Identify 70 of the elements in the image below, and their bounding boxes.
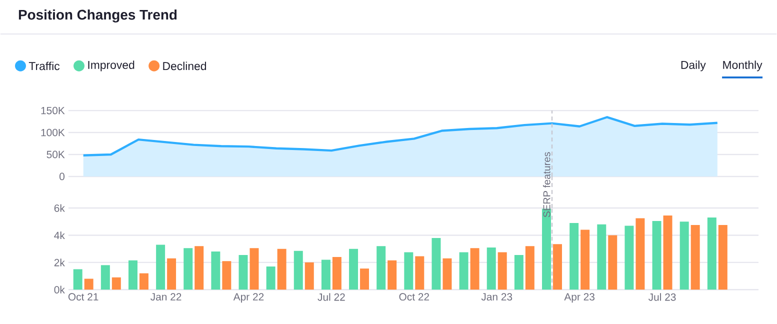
- bar: [525, 246, 534, 290]
- bar: [360, 268, 370, 290]
- bar: [486, 248, 496, 290]
- bar: [222, 261, 232, 290]
- bar: [250, 248, 259, 290]
- bar: [459, 252, 468, 290]
- y-tick-label: 50K: [46, 151, 65, 158]
- bar: [432, 238, 441, 290]
- bar: [294, 251, 303, 290]
- bar: [707, 218, 716, 290]
- bar: [570, 223, 579, 290]
- bar: [470, 248, 480, 290]
- bar: [156, 244, 166, 290]
- bar: [624, 226, 634, 290]
- bar: [112, 278, 121, 290]
- bar: [139, 274, 148, 290]
- y-tick-label: 100K: [41, 129, 65, 136]
- bar: [73, 269, 82, 290]
- text: Daily: [681, 60, 706, 72]
- y-tick-label: 4k: [54, 232, 65, 240]
- y-tick-label: 150K: [41, 107, 65, 114]
- bar: [652, 221, 662, 290]
- bar: [321, 260, 330, 290]
- bar: [580, 230, 590, 290]
- x-tick-label: Oct 21: [68, 293, 98, 301]
- legend-label: Improved: [88, 60, 134, 72]
- bar: [332, 257, 342, 290]
- legend-label: Declined: [163, 62, 206, 70]
- bar: [514, 255, 524, 290]
- bar: [84, 278, 94, 290]
- bar: [663, 216, 672, 290]
- bar: [498, 252, 507, 290]
- x-tick-label: Apr 22: [233, 293, 264, 303]
- bar: [194, 246, 204, 290]
- bar: [680, 222, 689, 290]
- bar: [636, 218, 645, 290]
- bar: [415, 256, 424, 290]
- x-tick-label: Apr 23: [564, 293, 594, 303]
- x-tick-label: Jul 23: [648, 293, 676, 302]
- bar: [388, 260, 397, 290]
- bar: [304, 262, 314, 290]
- bar: [167, 258, 176, 290]
- bar: [608, 235, 618, 290]
- ref-line-label: SERP features: [542, 152, 550, 218]
- bar: [690, 225, 700, 290]
- text: Monthly: [723, 60, 762, 72]
- bar: [718, 225, 728, 290]
- x-tick-label: Oct 22: [399, 293, 429, 301]
- x-tick-label: Jan 23: [481, 293, 512, 301]
- chart-title: Position Changes Trend: [18, 10, 177, 23]
- bar: [277, 249, 286, 290]
- y-tick-label: 0: [60, 172, 64, 180]
- bar: [211, 252, 220, 290]
- legend-label: Traffic: [28, 62, 60, 70]
- bar: [100, 265, 110, 290]
- x-tick-label: Jan 22: [150, 293, 182, 301]
- bar: [376, 246, 386, 290]
- bar: [128, 260, 138, 290]
- x-tick-label: Jul 22: [318, 293, 345, 302]
- y-tick-label: 6k: [54, 204, 65, 212]
- bar: [442, 258, 452, 290]
- bar: [553, 244, 562, 290]
- bar: [597, 224, 606, 290]
- bar: [238, 255, 248, 290]
- bar: [184, 248, 193, 290]
- bar: [266, 266, 276, 290]
- bar: [349, 249, 358, 290]
- bar: [404, 252, 414, 290]
- y-tick-label: 0k: [54, 286, 65, 294]
- y-tick-label: 2k: [54, 258, 65, 266]
